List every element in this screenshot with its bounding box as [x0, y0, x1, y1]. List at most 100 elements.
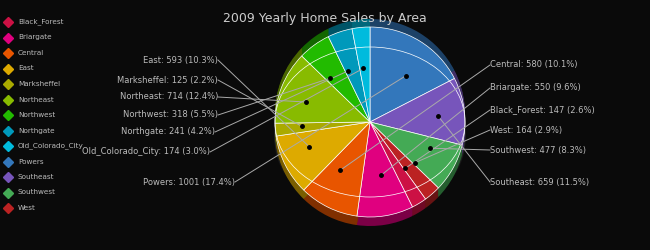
Wedge shape: [275, 122, 370, 136]
Text: Marksheffel: 125 (2.2%): Marksheffel: 125 (2.2%): [117, 76, 218, 84]
Wedge shape: [304, 115, 370, 209]
Wedge shape: [370, 118, 438, 195]
Wedge shape: [275, 128, 370, 142]
Wedge shape: [304, 119, 370, 213]
Wedge shape: [357, 120, 413, 215]
Wedge shape: [370, 72, 465, 139]
Wedge shape: [370, 22, 454, 117]
Wedge shape: [370, 121, 438, 198]
Wedge shape: [357, 124, 413, 219]
Wedge shape: [370, 30, 454, 125]
Wedge shape: [304, 117, 370, 211]
Wedge shape: [357, 131, 413, 226]
Wedge shape: [302, 32, 370, 117]
Wedge shape: [328, 37, 370, 130]
Wedge shape: [370, 27, 454, 122]
Wedge shape: [304, 121, 370, 215]
Text: East: East: [18, 66, 34, 71]
Wedge shape: [370, 124, 462, 190]
Wedge shape: [370, 124, 426, 209]
Wedge shape: [370, 74, 465, 140]
Wedge shape: [370, 117, 426, 202]
Wedge shape: [328, 26, 370, 119]
Wedge shape: [328, 35, 370, 128]
Wedge shape: [275, 131, 370, 145]
Wedge shape: [370, 28, 454, 123]
Wedge shape: [370, 121, 426, 206]
Wedge shape: [370, 21, 454, 116]
Wedge shape: [302, 42, 370, 128]
Ellipse shape: [275, 53, 465, 203]
Wedge shape: [304, 116, 370, 210]
Wedge shape: [275, 115, 370, 129]
Wedge shape: [370, 126, 438, 203]
Wedge shape: [304, 124, 370, 218]
Wedge shape: [276, 122, 370, 190]
Wedge shape: [370, 122, 426, 207]
Wedge shape: [352, 30, 370, 125]
Wedge shape: [275, 118, 370, 132]
Wedge shape: [352, 26, 370, 121]
Wedge shape: [328, 36, 370, 129]
Wedge shape: [370, 114, 426, 199]
Wedge shape: [275, 114, 370, 128]
Wedge shape: [352, 25, 370, 120]
Ellipse shape: [275, 64, 465, 214]
Wedge shape: [357, 125, 413, 220]
Wedge shape: [302, 40, 370, 125]
Wedge shape: [370, 84, 465, 151]
Wedge shape: [370, 24, 454, 119]
Wedge shape: [302, 44, 370, 129]
Wedge shape: [275, 62, 370, 129]
Text: Briargate: Briargate: [18, 34, 51, 40]
Wedge shape: [275, 119, 370, 133]
Wedge shape: [304, 125, 370, 219]
Wedge shape: [276, 115, 370, 183]
Ellipse shape: [275, 58, 465, 208]
Wedge shape: [357, 130, 413, 225]
Wedge shape: [328, 31, 370, 124]
Text: West: 164 (2.9%): West: 164 (2.9%): [490, 126, 562, 134]
Wedge shape: [275, 124, 370, 138]
Wedge shape: [370, 128, 426, 213]
Wedge shape: [370, 127, 426, 212]
Wedge shape: [328, 33, 370, 126]
Wedge shape: [302, 44, 370, 130]
Wedge shape: [370, 122, 426, 207]
Wedge shape: [357, 128, 413, 223]
Wedge shape: [370, 117, 438, 194]
Wedge shape: [276, 123, 370, 191]
Wedge shape: [370, 35, 454, 130]
Wedge shape: [370, 120, 438, 197]
Wedge shape: [275, 65, 370, 132]
Wedge shape: [302, 30, 370, 115]
Wedge shape: [275, 126, 370, 140]
Wedge shape: [370, 72, 465, 138]
Wedge shape: [328, 38, 370, 131]
Wedge shape: [357, 114, 413, 209]
Wedge shape: [357, 122, 413, 217]
Wedge shape: [352, 20, 370, 115]
Text: Southeast: Southeast: [18, 174, 55, 180]
Wedge shape: [370, 74, 465, 141]
Wedge shape: [370, 80, 465, 146]
Wedge shape: [352, 21, 370, 116]
Wedge shape: [370, 80, 465, 147]
Wedge shape: [275, 117, 370, 131]
Wedge shape: [352, 27, 370, 122]
Wedge shape: [328, 30, 370, 123]
Wedge shape: [370, 114, 462, 180]
Wedge shape: [275, 54, 370, 121]
Wedge shape: [276, 129, 370, 197]
Ellipse shape: [275, 65, 465, 215]
Wedge shape: [370, 129, 426, 214]
Wedge shape: [276, 118, 370, 186]
Wedge shape: [370, 36, 454, 131]
Text: 2009 Yearly Home Sales by Area: 2009 Yearly Home Sales by Area: [223, 12, 427, 25]
Wedge shape: [370, 120, 426, 205]
Wedge shape: [370, 33, 454, 128]
Wedge shape: [370, 122, 462, 188]
Wedge shape: [302, 32, 370, 118]
Wedge shape: [352, 35, 370, 130]
Text: West: West: [18, 205, 36, 211]
